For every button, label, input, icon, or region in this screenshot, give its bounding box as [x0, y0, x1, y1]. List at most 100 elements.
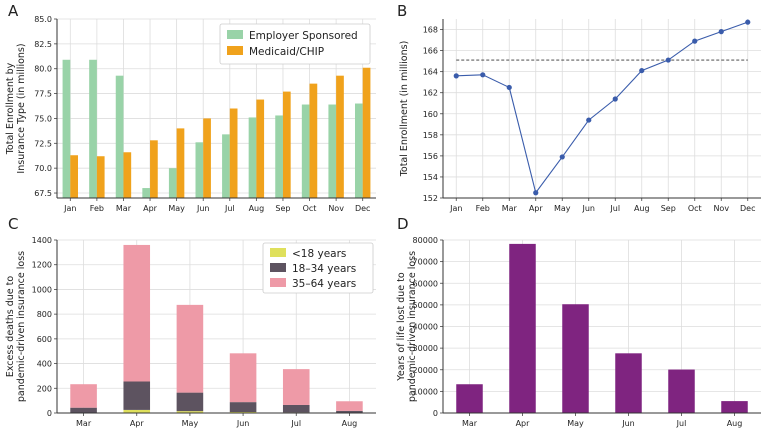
- x-tick-label: Jan: [449, 204, 462, 213]
- panel-letter: A: [8, 2, 19, 20]
- data-point: [453, 73, 459, 79]
- y-tick-label: 72.5: [34, 139, 52, 148]
- x-tick-label: May: [168, 204, 185, 213]
- y-axis-label: Excess deaths due topandemic-driven insu…: [5, 251, 27, 402]
- y-axis-label-line: Total Enrollment (in millions): [399, 41, 410, 178]
- y-tick-label: 162: [423, 89, 438, 98]
- legend-label: <18 years: [292, 248, 346, 260]
- legend-box: [219, 23, 371, 65]
- x-tick-label: Aug: [342, 419, 358, 428]
- y-tick-label: 75.0: [34, 114, 52, 123]
- data-point: [612, 96, 618, 102]
- x-tick-label: Nov: [713, 204, 729, 213]
- x-tick-label: Oct: [303, 204, 317, 213]
- y-tick-label: 1400: [32, 236, 52, 245]
- bar-medicaid: [256, 99, 265, 198]
- y-axis-label: Total Enrollment byInsurance Type (in mi…: [5, 43, 27, 173]
- x-tick-label: May: [567, 419, 584, 428]
- data-point: [639, 67, 645, 74]
- y-tick-label: 82.5: [34, 40, 52, 49]
- y-tick-label: 67.5: [34, 189, 52, 198]
- bar-medicaid: [229, 108, 238, 198]
- bar-medicaid: [70, 155, 79, 198]
- legend-label: Medicaid/CHIP: [249, 46, 324, 58]
- bar-medicaid: [176, 128, 185, 198]
- x-tick-label: Oct: [688, 204, 702, 213]
- legend-swatch: [270, 278, 286, 287]
- y-tick-label: 70.0: [34, 164, 52, 173]
- y-tick-label: 70000: [413, 258, 438, 267]
- y-tick-label: 30000: [413, 344, 438, 353]
- bar-segment: [336, 401, 363, 411]
- y-axis-label-line: Insurance Type (in millions): [16, 43, 27, 173]
- bar: [562, 304, 589, 413]
- y-tick-label: 156: [423, 152, 438, 161]
- bar-segment: [282, 404, 310, 413]
- y-tick-label: 400: [37, 360, 52, 369]
- x-tick-label: Jun: [196, 204, 210, 213]
- panel-a: A 67.5 70.0 72.5 75.0 77.5 80.0 82.5 85.0 Jan Feb M…: [5, 2, 376, 213]
- x-tick-label: Sep: [275, 204, 290, 213]
- data-point: [718, 29, 724, 35]
- y-tick-label: 800: [37, 310, 52, 319]
- x-tick-label: Dec: [355, 204, 370, 213]
- bar-segment: [70, 384, 97, 408]
- y-tick-label: 0: [47, 409, 52, 418]
- x-tick-label: Dec: [740, 204, 755, 213]
- panel-letter: D: [397, 215, 409, 233]
- x-tick-label: Aug: [634, 204, 650, 213]
- bar-segment: [229, 353, 257, 403]
- y-tick-label: 85.0: [34, 15, 52, 24]
- legend-label: Employer Sponsored: [249, 30, 358, 42]
- data-point: [665, 57, 671, 63]
- data-point: [745, 19, 751, 25]
- bar: [456, 384, 483, 413]
- legend-swatch: [227, 30, 243, 39]
- data-point: [586, 117, 592, 123]
- y-axis-label: Total Enrollment (in millions): [399, 41, 410, 178]
- bar-employer: [301, 104, 310, 198]
- bar-employer: [89, 59, 97, 199]
- bar-employer: [354, 103, 363, 198]
- panel-b: B 152 154 156 158 160 162 164 166 168 Jan Feb Mar Apr…: [397, 2, 761, 213]
- y-tick-label: 166: [423, 47, 438, 56]
- bar-medicaid: [336, 75, 344, 198]
- bar-medicaid: [203, 118, 211, 198]
- y-tick-label: 0: [433, 409, 438, 418]
- x-tick-label: Jun: [236, 419, 250, 428]
- y-tick-label: 200: [37, 384, 52, 393]
- x-tick-label: Mar: [462, 419, 478, 428]
- y-axis-label-line: pandemic-driven insurance loss: [407, 251, 418, 402]
- bar-medicaid: [282, 91, 291, 198]
- x-tick-label: Jul: [676, 419, 687, 428]
- bar-segment: [123, 244, 151, 382]
- y-axis-label-line: Years of life lost due to: [396, 272, 407, 382]
- y-tick-label: 600: [37, 335, 52, 344]
- bar-segment: [176, 392, 204, 412]
- bar-segment: [176, 304, 204, 393]
- legend-box: [262, 242, 374, 294]
- y-axis-label: Years of life lost due topandemic-driven…: [396, 251, 418, 402]
- x-tick-label: Apr: [516, 419, 531, 428]
- bar-employer: [62, 59, 71, 199]
- legend-swatch: [270, 263, 286, 272]
- x-tick-label: Apr: [529, 204, 544, 213]
- y-tick-label: 164: [423, 68, 438, 77]
- data-point: [692, 38, 698, 44]
- y-tick-label: 77.5: [34, 90, 52, 99]
- y-tick-label: 152: [423, 194, 438, 203]
- bar-medicaid: [123, 152, 132, 198]
- y-tick-label: 80.0: [34, 65, 52, 74]
- bar-segment: [336, 410, 363, 413]
- y-tick-label: 160: [423, 110, 438, 119]
- x-tick-label: Apr: [143, 204, 158, 213]
- panel-letter: C: [8, 215, 18, 233]
- x-tick-label: Jul: [290, 419, 301, 428]
- x-tick-label: Aug: [727, 419, 743, 428]
- bar: [721, 401, 748, 413]
- x-tick-label: Mar: [116, 204, 132, 213]
- bar-employer: [195, 142, 204, 198]
- x-tick-label: Jun: [621, 419, 635, 428]
- panel-letter: B: [397, 2, 407, 20]
- bar-employer: [248, 117, 257, 198]
